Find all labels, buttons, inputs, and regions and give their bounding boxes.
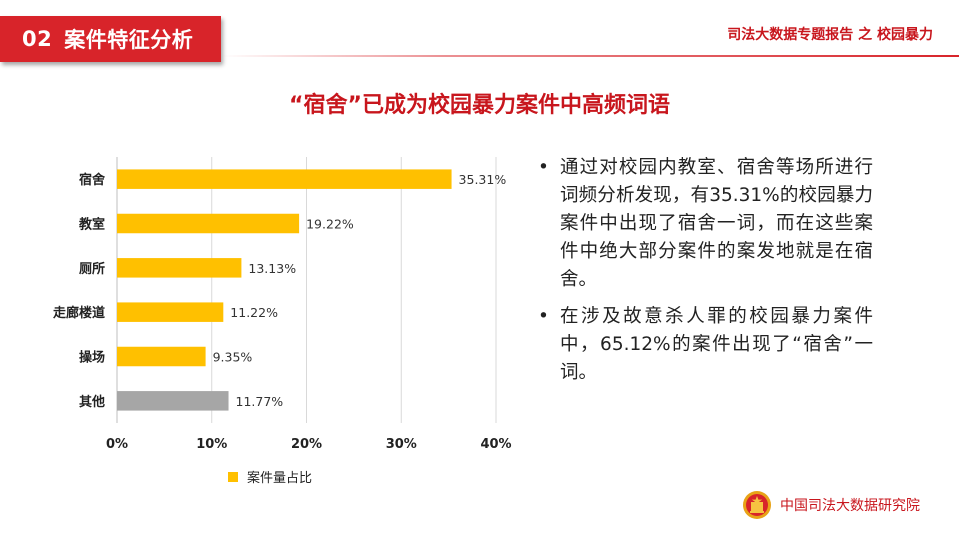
x-tick-label: 10% <box>196 437 227 452</box>
x-tick-label: 40% <box>480 437 511 452</box>
header-divider <box>221 55 959 57</box>
page-headline: “宿舍”已成为校园暴力案件中高频词语 <box>289 93 670 118</box>
y-category-label: 其他 <box>79 394 105 410</box>
legend-label: 案件量占比 <box>247 471 313 486</box>
bar <box>117 169 452 189</box>
bar <box>117 391 229 411</box>
data-label: 11.77% <box>236 394 284 409</box>
report-title: 司法大数据专题报告 之 校园暴力 <box>727 27 933 43</box>
bar <box>117 213 300 234</box>
y-category-label: 操场 <box>79 350 105 366</box>
section-number: 02 <box>22 27 53 51</box>
bullet-text: 通过对校园内教室、宿舍等场所进行词频分析发现，有35.31%的校园暴力案件中出现… <box>560 157 873 290</box>
bullet-icon: • <box>538 306 549 327</box>
data-label: 13.13% <box>248 261 296 276</box>
x-tick-label: 30% <box>386 437 417 452</box>
y-category-label: 厕所 <box>79 261 105 277</box>
org-name: 中国司法大数据研究院 <box>780 498 920 514</box>
bullet-text: 在涉及故意杀人罪的校园暴力案件中，65.12%的案件出现了“宿舍”一词。 <box>560 306 873 383</box>
x-tick-label: 0% <box>106 437 128 452</box>
bar <box>117 302 224 322</box>
data-label: 35.31% <box>459 172 507 187</box>
section-tab: 02 案件特征分析 <box>0 16 221 62</box>
chart-legend: 案件量占比 <box>228 467 312 486</box>
data-label: 9.35% <box>213 350 253 365</box>
data-label: 19.22% <box>306 217 354 232</box>
bullet-item: • 通过对校园内教室、宿舍等场所进行词频分析发现，有35.31%的校园暴力案件中… <box>538 154 873 294</box>
y-category-label: 走廊楼道 <box>53 305 105 321</box>
bullet-list: • 通过对校园内教室、宿舍等场所进行词频分析发现，有35.31%的校园暴力案件中… <box>538 154 873 396</box>
bar-chart: 0% 10% 20% 30% 40% 宿舍 35.31% 教室 19.22% 厕所 13.13% 走廊… <box>53 157 512 452</box>
legend-swatch <box>228 471 238 482</box>
y-category-label: 宿舍 <box>79 172 106 188</box>
bullet-icon: • <box>538 157 549 178</box>
x-tick-label: 20% <box>291 437 322 452</box>
y-category-label: 教室 <box>78 217 105 233</box>
data-label: 11.22% <box>230 305 278 320</box>
bar <box>117 258 242 278</box>
section-title: 案件特征分析 <box>64 28 194 52</box>
court-emblem-icon <box>743 491 771 519</box>
bar <box>117 346 206 367</box>
bullet-item: • 在涉及故意杀人罪的校园暴力案件中，65.12%的案件出现了“宿舍”一词。 <box>538 303 873 387</box>
footer-organization: 中国司法大数据研究院 <box>742 490 920 520</box>
